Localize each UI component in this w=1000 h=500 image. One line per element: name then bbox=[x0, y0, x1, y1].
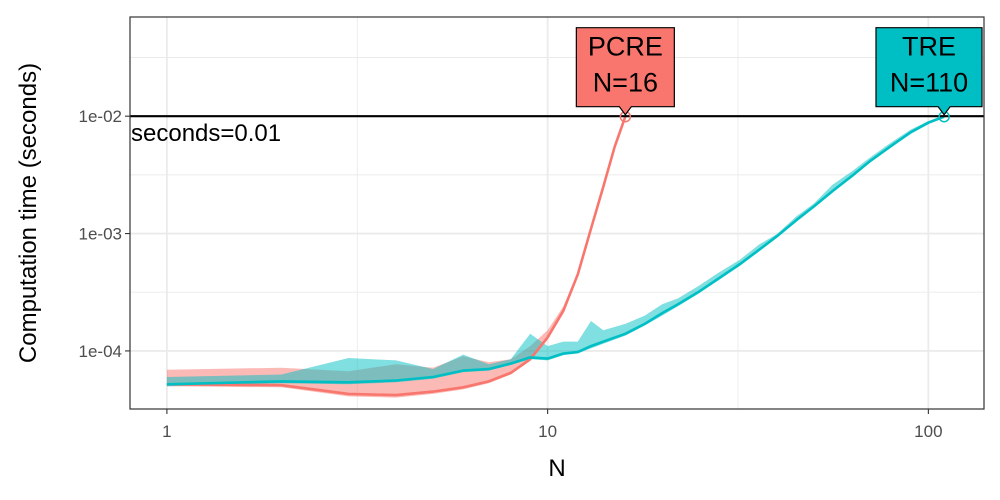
threshold-label: seconds=0.01 bbox=[131, 120, 281, 147]
callout-1-label: TRE bbox=[902, 32, 956, 62]
callout-1-box bbox=[875, 27, 983, 116]
callout-layer: PCRE N=16 TRE N=110 bbox=[575, 27, 983, 116]
ribbon-layer bbox=[166, 115, 945, 398]
series-1-line bbox=[166, 115, 945, 386]
callout-0-box bbox=[575, 27, 675, 116]
panel-border bbox=[129, 16, 985, 410]
callout-0: PCRE N=16 bbox=[575, 27, 675, 116]
callout-0-sublabel: N=16 bbox=[593, 68, 658, 98]
y-tick-label: 1e-04 bbox=[79, 342, 122, 361]
x-tick-label: 100 bbox=[914, 422, 942, 441]
y-tick-label: 1e-02 bbox=[79, 107, 122, 126]
series-0-ribbon bbox=[166, 115, 626, 398]
x-tick-label: 10 bbox=[538, 422, 557, 441]
x-axis-title: N bbox=[548, 455, 565, 482]
x-axis-ticks: 1 10 100 bbox=[162, 409, 943, 441]
callout-1: TRE N=110 bbox=[875, 27, 983, 116]
callout-1-sublabel: N=110 bbox=[890, 68, 968, 98]
y-axis-title: Computation time (seconds) bbox=[15, 63, 42, 363]
series-lines bbox=[166, 115, 945, 397]
y-axis-ticks: 1e-04 1e-03 1e-02 bbox=[79, 107, 130, 361]
callout-0-label: PCRE bbox=[588, 32, 663, 62]
series-0-line bbox=[166, 116, 627, 397]
x-tick-label: 1 bbox=[162, 422, 171, 441]
y-tick-label: 1e-03 bbox=[79, 225, 122, 244]
